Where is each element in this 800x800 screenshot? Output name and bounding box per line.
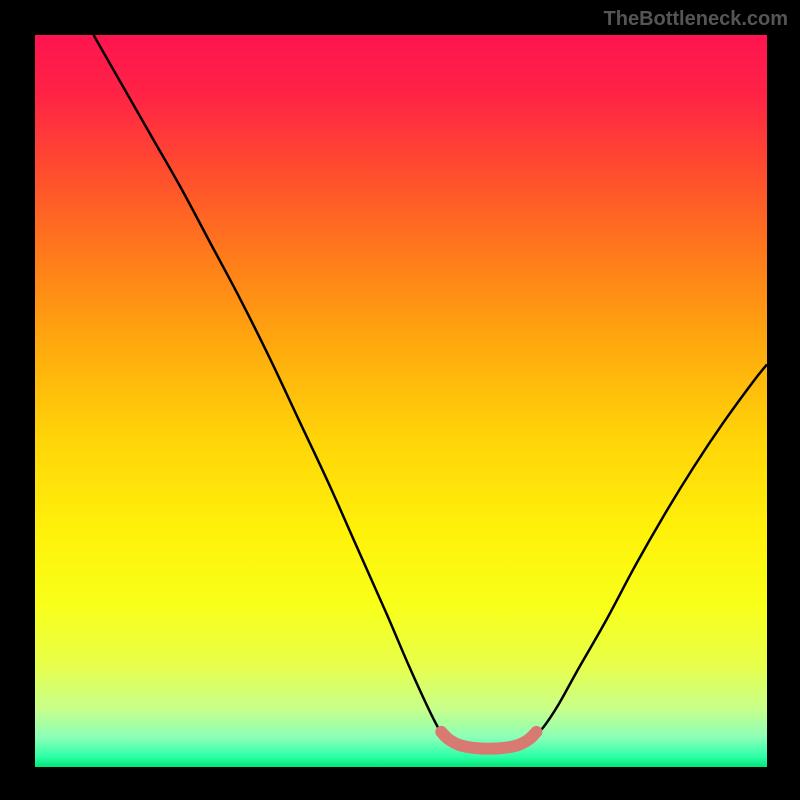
curve-left: [94, 35, 445, 738]
plot-area: [35, 35, 767, 767]
optimal-band: [441, 732, 536, 749]
bottleneck-curve: [35, 35, 767, 767]
attribution-text: TheBottleneck.com: [604, 8, 788, 31]
curve-right: [533, 364, 767, 737]
